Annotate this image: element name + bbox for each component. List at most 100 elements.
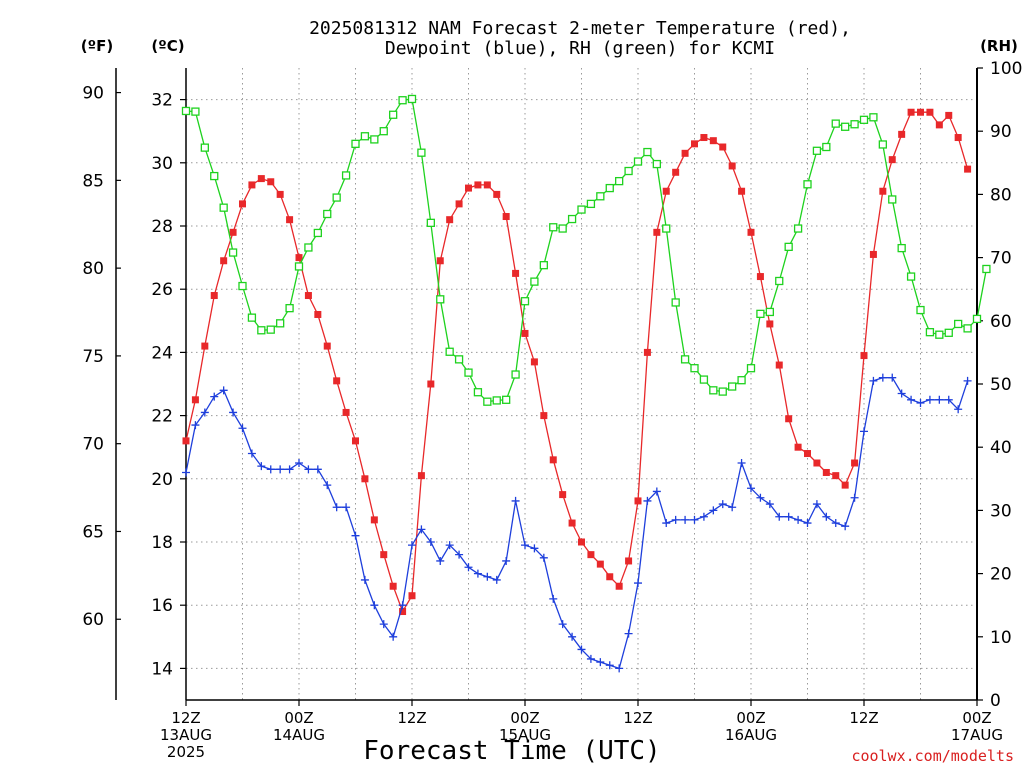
rh-point [304,243,313,252]
dewpoint-point [690,515,699,524]
dewpoint-point [624,629,633,638]
rh-point [341,171,351,180]
rh-point [596,192,605,201]
temperature-point [540,412,548,420]
rh-point [878,140,887,149]
dewpoint-point [285,465,294,474]
dewpoint-point [615,664,624,673]
rh-tick-label: 100 [990,59,1022,79]
temperature-point [267,178,275,186]
celsius-tick-label: 32 [151,91,173,111]
temperature-point [474,181,482,189]
temperature-point [352,437,359,445]
temperature-point [851,459,859,467]
temperature-point [747,228,755,236]
rh-point [257,326,266,335]
dewpoint-point [671,515,680,524]
rh-point [332,193,341,202]
rh-point [624,166,633,176]
dewpoint-point [549,594,558,603]
rh-point [756,309,765,318]
rh-point [841,122,850,131]
dewpoint-point [803,519,812,528]
rh-tick-label: 60 [990,312,1012,332]
rh-point [200,143,209,152]
temperature-point [756,273,764,281]
rh-point [925,328,935,337]
dewpoint-point [360,575,369,584]
dewpoint-point [812,500,821,509]
rh-point [586,199,596,209]
dewpoint-point [558,620,567,629]
temperature-point [813,459,821,467]
dewpoint-point [502,556,511,565]
x-tick-label: 12Z [171,709,200,727]
dewpoint-point [342,503,351,512]
dewpoint-point [530,544,539,553]
temperature-point [276,190,284,198]
rh-point [737,376,746,385]
temperature-point [935,121,943,129]
rh-point [954,319,963,329]
rh-point [530,277,539,286]
rh-point [210,171,219,181]
dewpoint-point [878,373,887,382]
rh-point [793,224,803,233]
dewpoint-point [568,632,577,641]
dewpoint-point [521,541,529,550]
temperature-point [964,165,972,173]
rh-point [699,375,709,384]
temperature-point [191,396,199,404]
dewpoint-point [841,522,850,531]
temperature-point [248,181,256,189]
rh-point [897,243,906,253]
temperature-point [568,519,576,527]
celsius-tick-label: 20 [151,470,173,490]
chart-title-line-2: Dewpoint (blue), RH (green) for KCMI [385,38,775,59]
rh-point [492,396,501,405]
rh-point [228,248,238,257]
temperature-point [417,472,425,480]
x-tick-label: 16AUG [725,726,777,744]
temperature-point [785,415,793,423]
rh-point [549,223,558,232]
rh-point [728,382,737,391]
rh-point [473,388,483,397]
x-axis-title: Forecast Time (UTC) [363,736,660,766]
rh-point [643,147,652,157]
x-tick-label: 00Z [510,709,539,727]
temperature-point [643,348,651,356]
rh-point [605,183,614,193]
rh-point [351,139,360,148]
rh-tick-label: 80 [990,185,1012,205]
rh-point [502,395,511,404]
temperature-point [700,134,708,142]
rh-point [445,347,454,356]
rh-unit-label: (RH) [980,37,1018,55]
rh-point [709,386,718,395]
rh-point [454,355,464,364]
dewpoint-point [925,395,934,404]
rh-point [389,110,398,119]
dewpoint-point [323,481,332,490]
temperature-point [399,608,407,616]
x-tick-label: 13AUG [160,726,212,744]
series-rh [181,94,991,406]
dewpoint-point [238,424,247,433]
temperature-point [615,582,623,590]
dewpoint-point [916,398,925,407]
celsius-tick-label: 26 [151,280,173,300]
rh-point [935,330,944,339]
temperature-point [804,450,811,458]
rh-point [765,307,774,317]
rh-point [360,132,370,141]
dewpoint-point [586,654,595,663]
temperature-point [672,168,680,176]
rh-point [869,113,878,122]
temperature-point [239,200,246,208]
temperature-point [436,257,444,265]
temperature-point [691,140,698,148]
rh-point [577,205,586,214]
temperature-point [521,329,529,337]
rh-point [276,319,285,328]
